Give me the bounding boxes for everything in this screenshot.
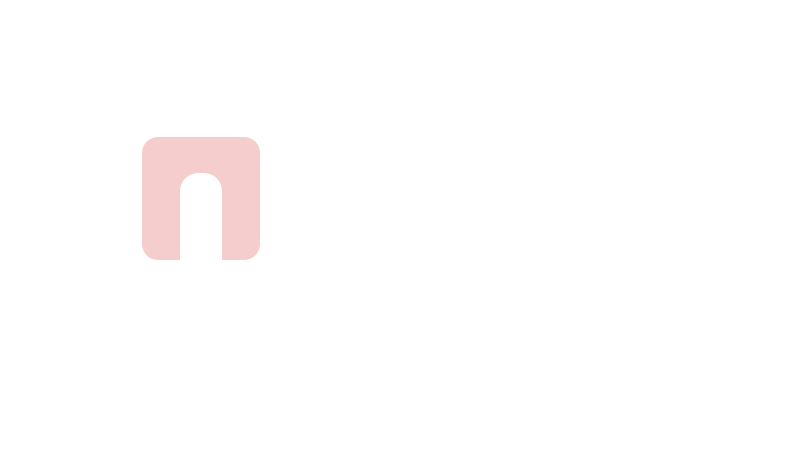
chart-plot-area[interactable] — [0, 0, 753, 405]
time-axis[interactable] — [0, 405, 753, 425]
dukascopy-logo — [142, 137, 260, 260]
dukascopy-logo-gap — [180, 173, 222, 260]
navigator-strip[interactable] — [0, 425, 803, 467]
price-axis[interactable] — [753, 0, 803, 405]
